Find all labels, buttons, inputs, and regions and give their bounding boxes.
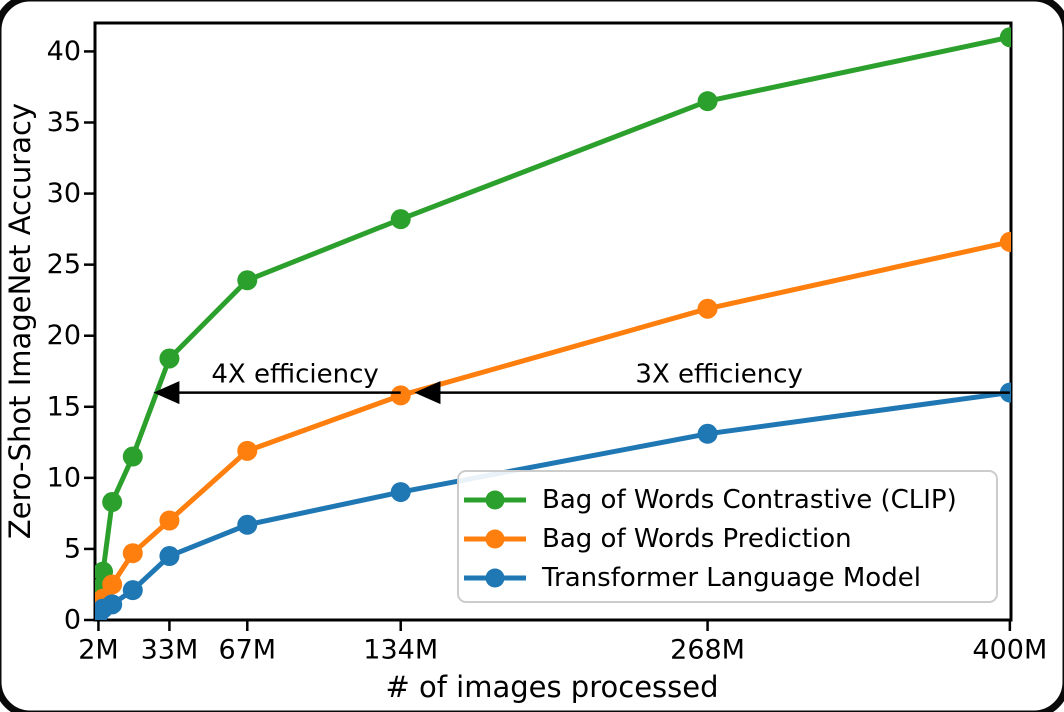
x-tick-label: 134M xyxy=(363,635,438,666)
data-point-marker-2 xyxy=(122,580,143,601)
data-point-marker-1 xyxy=(159,510,180,531)
data-point-marker-0 xyxy=(390,209,411,230)
data-point-marker-0 xyxy=(999,27,1011,48)
data-point-marker-0 xyxy=(122,446,143,467)
data-point-marker-1 xyxy=(102,574,123,595)
legend-label: Bag of Words Contrastive (CLIP) xyxy=(542,485,957,515)
data-point-marker-1 xyxy=(999,231,1011,252)
legend-marker xyxy=(485,568,505,588)
data-point-marker-1 xyxy=(122,543,143,564)
x-axis-label: # of images processed xyxy=(385,670,718,704)
y-tick-label: 20 xyxy=(47,320,81,351)
data-point-marker-2 xyxy=(697,423,718,444)
plot-frame xyxy=(93,21,1013,622)
annotation-label: 4X efficiency xyxy=(211,360,378,390)
y-tick-label: 15 xyxy=(47,391,81,422)
axis-ticks: 2M 33M 67M 134M 268M 400M 0 5 10 15 20 25 30 35 40 xyxy=(47,36,1048,666)
legend-marker xyxy=(485,490,505,510)
legend-box xyxy=(457,470,998,603)
y-tick-label: 35 xyxy=(47,107,81,138)
x-tick-label: 268M xyxy=(670,635,745,666)
y-tick-label: 0 xyxy=(64,605,81,636)
data-series-group xyxy=(95,27,1011,620)
y-tick-label: 40 xyxy=(47,36,81,67)
x-tick-label: 67M xyxy=(218,635,276,666)
data-point-marker-0 xyxy=(102,492,123,513)
annotations-group: 4X efficiency 3X efficiency xyxy=(153,360,1010,405)
y-tick-label: 25 xyxy=(47,249,81,280)
legend-marker xyxy=(485,529,505,549)
legend: Bag of Words Contrastive (CLIP) Bag of Wo… xyxy=(457,470,998,603)
data-point-marker-0 xyxy=(237,270,258,291)
data-point-marker-1 xyxy=(237,440,258,461)
data-point-marker-1 xyxy=(390,385,411,406)
x-tick-label: 2M xyxy=(78,635,118,666)
data-point-marker-2 xyxy=(159,546,180,567)
data-point-marker-0 xyxy=(159,348,180,369)
y-tick-label: 30 xyxy=(47,178,81,209)
data-point-marker-1 xyxy=(697,298,718,319)
legend-label: Bag of Words Prediction xyxy=(542,524,852,554)
annotation-label: 3X efficiency xyxy=(635,360,802,390)
x-tick-label: 33M xyxy=(141,635,199,666)
efficiency-arrow-head xyxy=(414,381,441,405)
y-tick-label: 10 xyxy=(47,462,81,493)
data-point-marker-0 xyxy=(697,91,718,112)
legend-label: Transformer Language Model xyxy=(541,563,921,593)
data-point-marker-2 xyxy=(390,482,411,503)
data-point-marker-2 xyxy=(237,514,258,535)
efficiency-arrow-head xyxy=(153,381,180,405)
data-point-marker-2 xyxy=(102,594,123,615)
y-axis-label: Zero-Shot ImageNet Accuracy xyxy=(3,103,37,539)
y-tick-label: 5 xyxy=(64,533,81,564)
x-tick-label: 400M xyxy=(972,635,1047,666)
